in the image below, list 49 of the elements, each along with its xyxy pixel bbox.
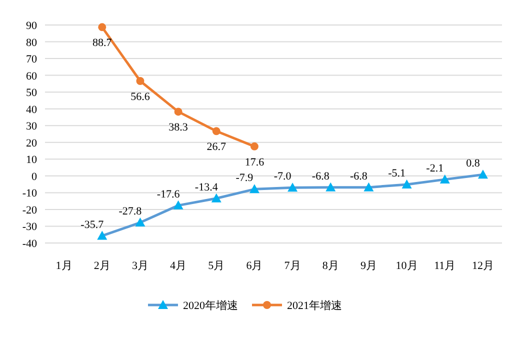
point — [250, 142, 258, 150]
x-tick-label: 1月 — [56, 260, 72, 272]
x-tick-label: 8月 — [322, 260, 339, 272]
y-tick-label: 80 — [26, 36, 38, 49]
data-label: -17.6 — [156, 188, 180, 200]
y-tick-label: 10 — [26, 154, 38, 166]
y-tick-label: 60 — [26, 70, 38, 82]
data-label: -2.1 — [426, 162, 444, 174]
data-label: -7.9 — [236, 172, 254, 184]
data-label: 17.6 — [244, 156, 265, 168]
data-label: -5.1 — [388, 167, 406, 180]
x-tick-label: 9月 — [360, 260, 377, 272]
y-tick-label: 30 — [26, 120, 38, 133]
y-tick-label: -10 — [22, 188, 38, 200]
y-tick-label: 90 — [26, 20, 38, 32]
data-label: -6.8 — [312, 170, 330, 182]
x-tick-label: 4月 — [170, 260, 187, 272]
x-tick-label: 11月 — [434, 260, 456, 272]
y-tick-label: 20 — [26, 137, 38, 150]
data-label: -35.7 — [80, 218, 104, 231]
data-label: -13.4 — [194, 181, 218, 194]
x-tick-label: 3月 — [132, 260, 148, 272]
data-label: 38.3 — [168, 122, 188, 134]
y-tick-label: -30 — [22, 221, 38, 234]
x-tick-label: 10月 — [396, 260, 418, 272]
x-tick-label: 5月 — [208, 260, 225, 272]
point — [174, 108, 182, 116]
point — [98, 23, 106, 32]
y-tick-label: -40 — [22, 238, 38, 250]
data-label: -6.8 — [350, 170, 368, 182]
y-tick-label: 50 — [26, 87, 38, 100]
x-tick-label: 12月 — [472, 260, 494, 272]
data-label: 88.7 — [92, 37, 112, 50]
data-label: -27.8 — [118, 206, 142, 218]
y-tick-label: -20 — [22, 204, 38, 216]
data-label: 26.7 — [206, 141, 226, 154]
legend-label: 2021年增速 — [287, 299, 342, 312]
y-tick-label: 0 — [32, 170, 38, 183]
x-tick-label: 7月 — [284, 260, 301, 272]
data-label: 0.8 — [466, 158, 480, 170]
point — [212, 127, 220, 136]
point — [136, 77, 144, 86]
x-tick-label: 6月 — [246, 260, 263, 272]
data-label: 56.6 — [130, 91, 150, 104]
y-tick-label: 70 — [26, 54, 38, 66]
x-tick-label: 2月 — [94, 260, 110, 272]
legend-label: 2020年增速 — [183, 299, 238, 312]
y-tick-label: 40 — [26, 104, 38, 116]
data-label: -7.0 — [274, 170, 292, 183]
